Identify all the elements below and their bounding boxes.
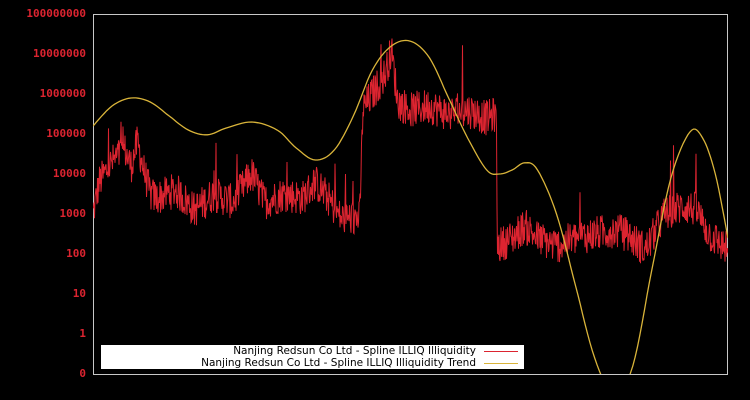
y-tick-label: 10000	[52, 167, 86, 180]
y-tick-label: 1000	[59, 207, 87, 220]
legend-swatch-red	[484, 350, 518, 352]
y-tick-label: 100000	[46, 127, 86, 140]
legend-item-trend: Nanjing Redsun Co Ltd - Spline ILLIQ Ill…	[201, 357, 518, 369]
legend-label: Nanjing Redsun Co Ltd - Spline ILLIQ Ill…	[201, 357, 476, 369]
series-trend-line	[93, 39, 728, 374]
plot-frame	[93, 14, 728, 375]
y-tick-label: 1	[79, 327, 86, 340]
y-tick-label: 10000000	[33, 47, 86, 60]
legend-swatch-gold	[484, 362, 518, 364]
y-tick-label: 1000000	[39, 87, 86, 100]
series-illiquidity-line	[93, 38, 728, 264]
y-tick-label: 0	[79, 367, 86, 380]
legend-item-illiquidity: Nanjing Redsun Co Ltd - Spline ILLIQ Ill…	[233, 345, 518, 357]
y-tick-label: 100	[66, 247, 86, 260]
plot-area	[93, 14, 728, 375]
y-tick-label: 100000000	[26, 7, 86, 20]
chart-legend: Nanjing Redsun Co Ltd - Spline ILLIQ Ill…	[101, 345, 524, 369]
y-tick-label: 10	[72, 287, 86, 300]
legend-label: Nanjing Redsun Co Ltd - Spline ILLIQ Ill…	[233, 345, 476, 357]
